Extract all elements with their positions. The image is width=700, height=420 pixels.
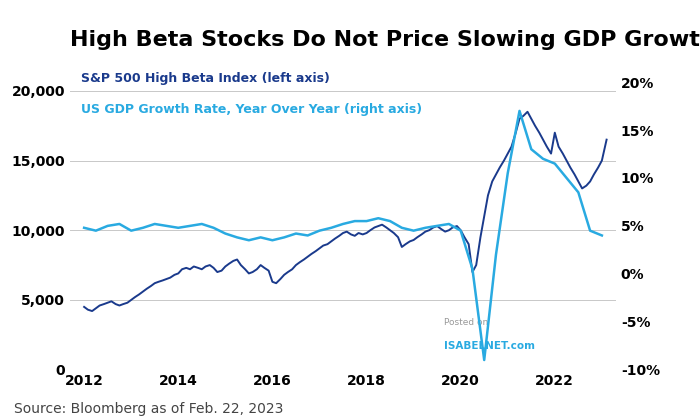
Text: US GDP Growth Rate, Year Over Year (right axis): US GDP Growth Rate, Year Over Year (righ… xyxy=(81,103,422,116)
Text: ISABELNET.com: ISABELNET.com xyxy=(444,341,535,351)
Text: Source: Bloomberg as of Feb. 22, 2023: Source: Bloomberg as of Feb. 22, 2023 xyxy=(14,402,284,416)
Text: S&P 500 High Beta Index (left axis): S&P 500 High Beta Index (left axis) xyxy=(81,72,330,85)
Text: High Beta Stocks Do Not Price Slowing GDP Growth: High Beta Stocks Do Not Price Slowing GD… xyxy=(70,30,700,50)
Text: Posted on: Posted on xyxy=(444,318,489,327)
